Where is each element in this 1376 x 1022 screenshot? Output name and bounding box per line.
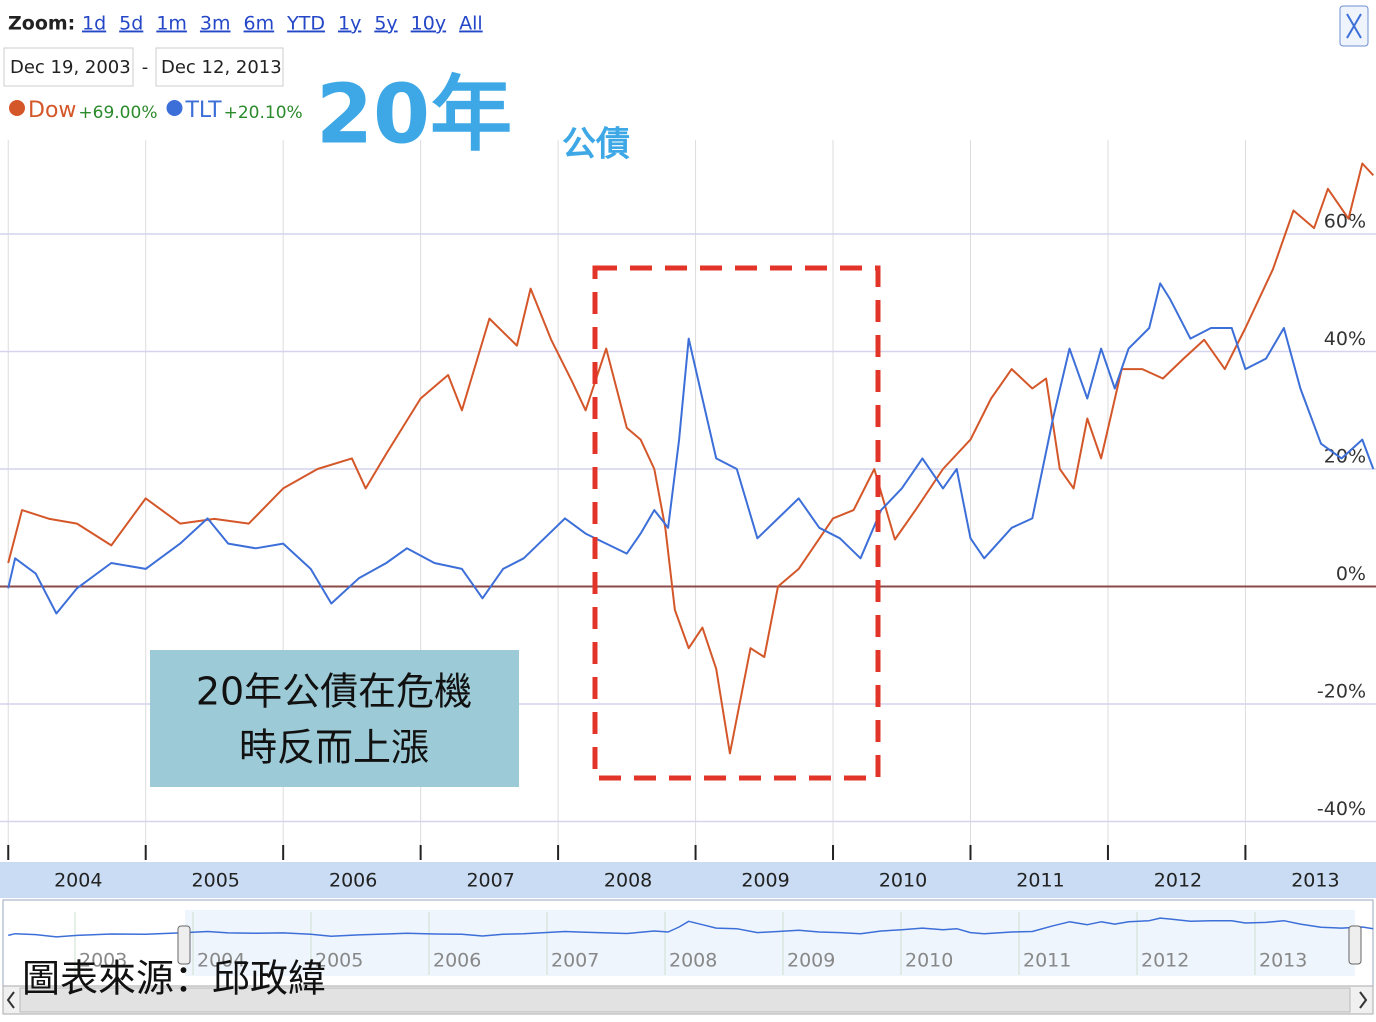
zoom-link[interactable]: 6m	[244, 13, 275, 35]
scroll-left[interactable]	[6, 991, 15, 1009]
legend-change: +69.00%	[78, 103, 157, 123]
navigator-label: 2005	[315, 950, 363, 972]
series-line	[8, 917, 1374, 938]
navigator-label: 2004	[197, 950, 245, 972]
start-date-box[interactable]	[3, 47, 134, 87]
navigator-handle[interactable]	[177, 925, 191, 965]
series-lines	[7, 162, 1375, 755]
chart-title: 20年	[316, 67, 512, 162]
zoom-link[interactable]: 5d	[119, 13, 143, 35]
navigator-label: 2003	[79, 950, 127, 972]
legend-change: +20.10%	[224, 103, 303, 123]
series-line	[7, 282, 1375, 615]
source-note: 圖表來源：邱政緯	[22, 957, 326, 1001]
plot-area: -40%-20%0%20%40%60%	[0, 140, 1376, 845]
y-tick-label: -20%	[1317, 681, 1366, 703]
navigator-handle[interactable]	[1348, 925, 1362, 965]
x-tick-label: 2011	[1016, 870, 1064, 892]
navigator-label: 2008	[669, 950, 717, 972]
zoom-links: 1d 5d 1m 3m 6m YTD 1y 5y 10y All	[82, 13, 483, 35]
x-tick-label: 2013	[1291, 870, 1339, 892]
zoom-link[interactable]: 1m	[156, 13, 187, 35]
navigator-label: 2007	[551, 950, 599, 972]
legend-swatch	[166, 100, 183, 116]
scroll-right[interactable]	[1359, 991, 1368, 1009]
legend-name: TLT	[184, 98, 222, 123]
zoom-link[interactable]: 3m	[200, 13, 231, 35]
legend-name: Dow	[28, 98, 76, 123]
x-axis: 2004 2005 2006 2007 2008 2009 2010 2011 2012 2013	[7, 845, 1340, 892]
x-axis-band	[0, 862, 1376, 898]
x-tick-label: 2006	[329, 870, 377, 892]
zoom-label: Zoom:	[8, 13, 75, 35]
zoom-link[interactable]: All	[459, 13, 483, 35]
zoom-link[interactable]: 1d	[82, 13, 106, 35]
navigator-content: 2003 2004 2005 2006 2007 2008 2009 2010 2011 2012…	[8, 912, 1374, 975]
zoom-link[interactable]: 1y	[338, 13, 361, 35]
highlight-box	[592, 265, 881, 781]
x-tick-label: 2009	[741, 870, 789, 892]
legend-swatch	[9, 100, 25, 116]
expand-icon	[1346, 13, 1362, 39]
annotation-line: 時反而上漲	[239, 726, 429, 770]
navigator-label: 2009	[787, 950, 835, 972]
navigator-label: 2011	[1023, 950, 1071, 972]
x-tick-label: 2010	[879, 870, 927, 892]
y-tick-label: 60%	[1324, 211, 1366, 233]
y-tick-label: -40%	[1317, 798, 1366, 820]
legend: Dow +69.00% TLT +20.10%	[9, 98, 303, 123]
x-tick-label: 2008	[604, 870, 652, 892]
end-date-box[interactable]	[155, 47, 284, 87]
navigator-label: 2006	[433, 950, 481, 972]
zoom-link[interactable]: 5y	[374, 13, 397, 35]
annotation-box	[150, 650, 519, 787]
zoom-link[interactable]: YTD	[286, 13, 325, 35]
series-line	[7, 162, 1375, 755]
annotation-line: 20年公債在危機	[196, 670, 472, 714]
y-tick-label: 40%	[1324, 328, 1366, 350]
x-tick-label: 2007	[466, 870, 514, 892]
navigator-label: 2012	[1141, 950, 1189, 972]
chart-subtitle: 公債	[562, 125, 630, 165]
navigator-label: 2013	[1259, 950, 1307, 972]
scrollbar-thumb[interactable]	[19, 987, 1351, 1013]
x-tick-label: 2004	[54, 870, 102, 892]
navigator-selection	[185, 910, 1355, 976]
navigator-label: 2010	[905, 950, 953, 972]
x-tick-label: 2012	[1154, 870, 1202, 892]
end-date[interactable]: Dec 12, 2013	[161, 57, 282, 78]
y-tick-label: 0%	[1336, 563, 1366, 585]
start-date[interactable]: Dec 19, 2003	[10, 57, 131, 78]
zoom-link[interactable]: 10y	[411, 13, 446, 35]
date-separator: -	[142, 57, 149, 78]
x-tick-label: 2005	[192, 870, 240, 892]
